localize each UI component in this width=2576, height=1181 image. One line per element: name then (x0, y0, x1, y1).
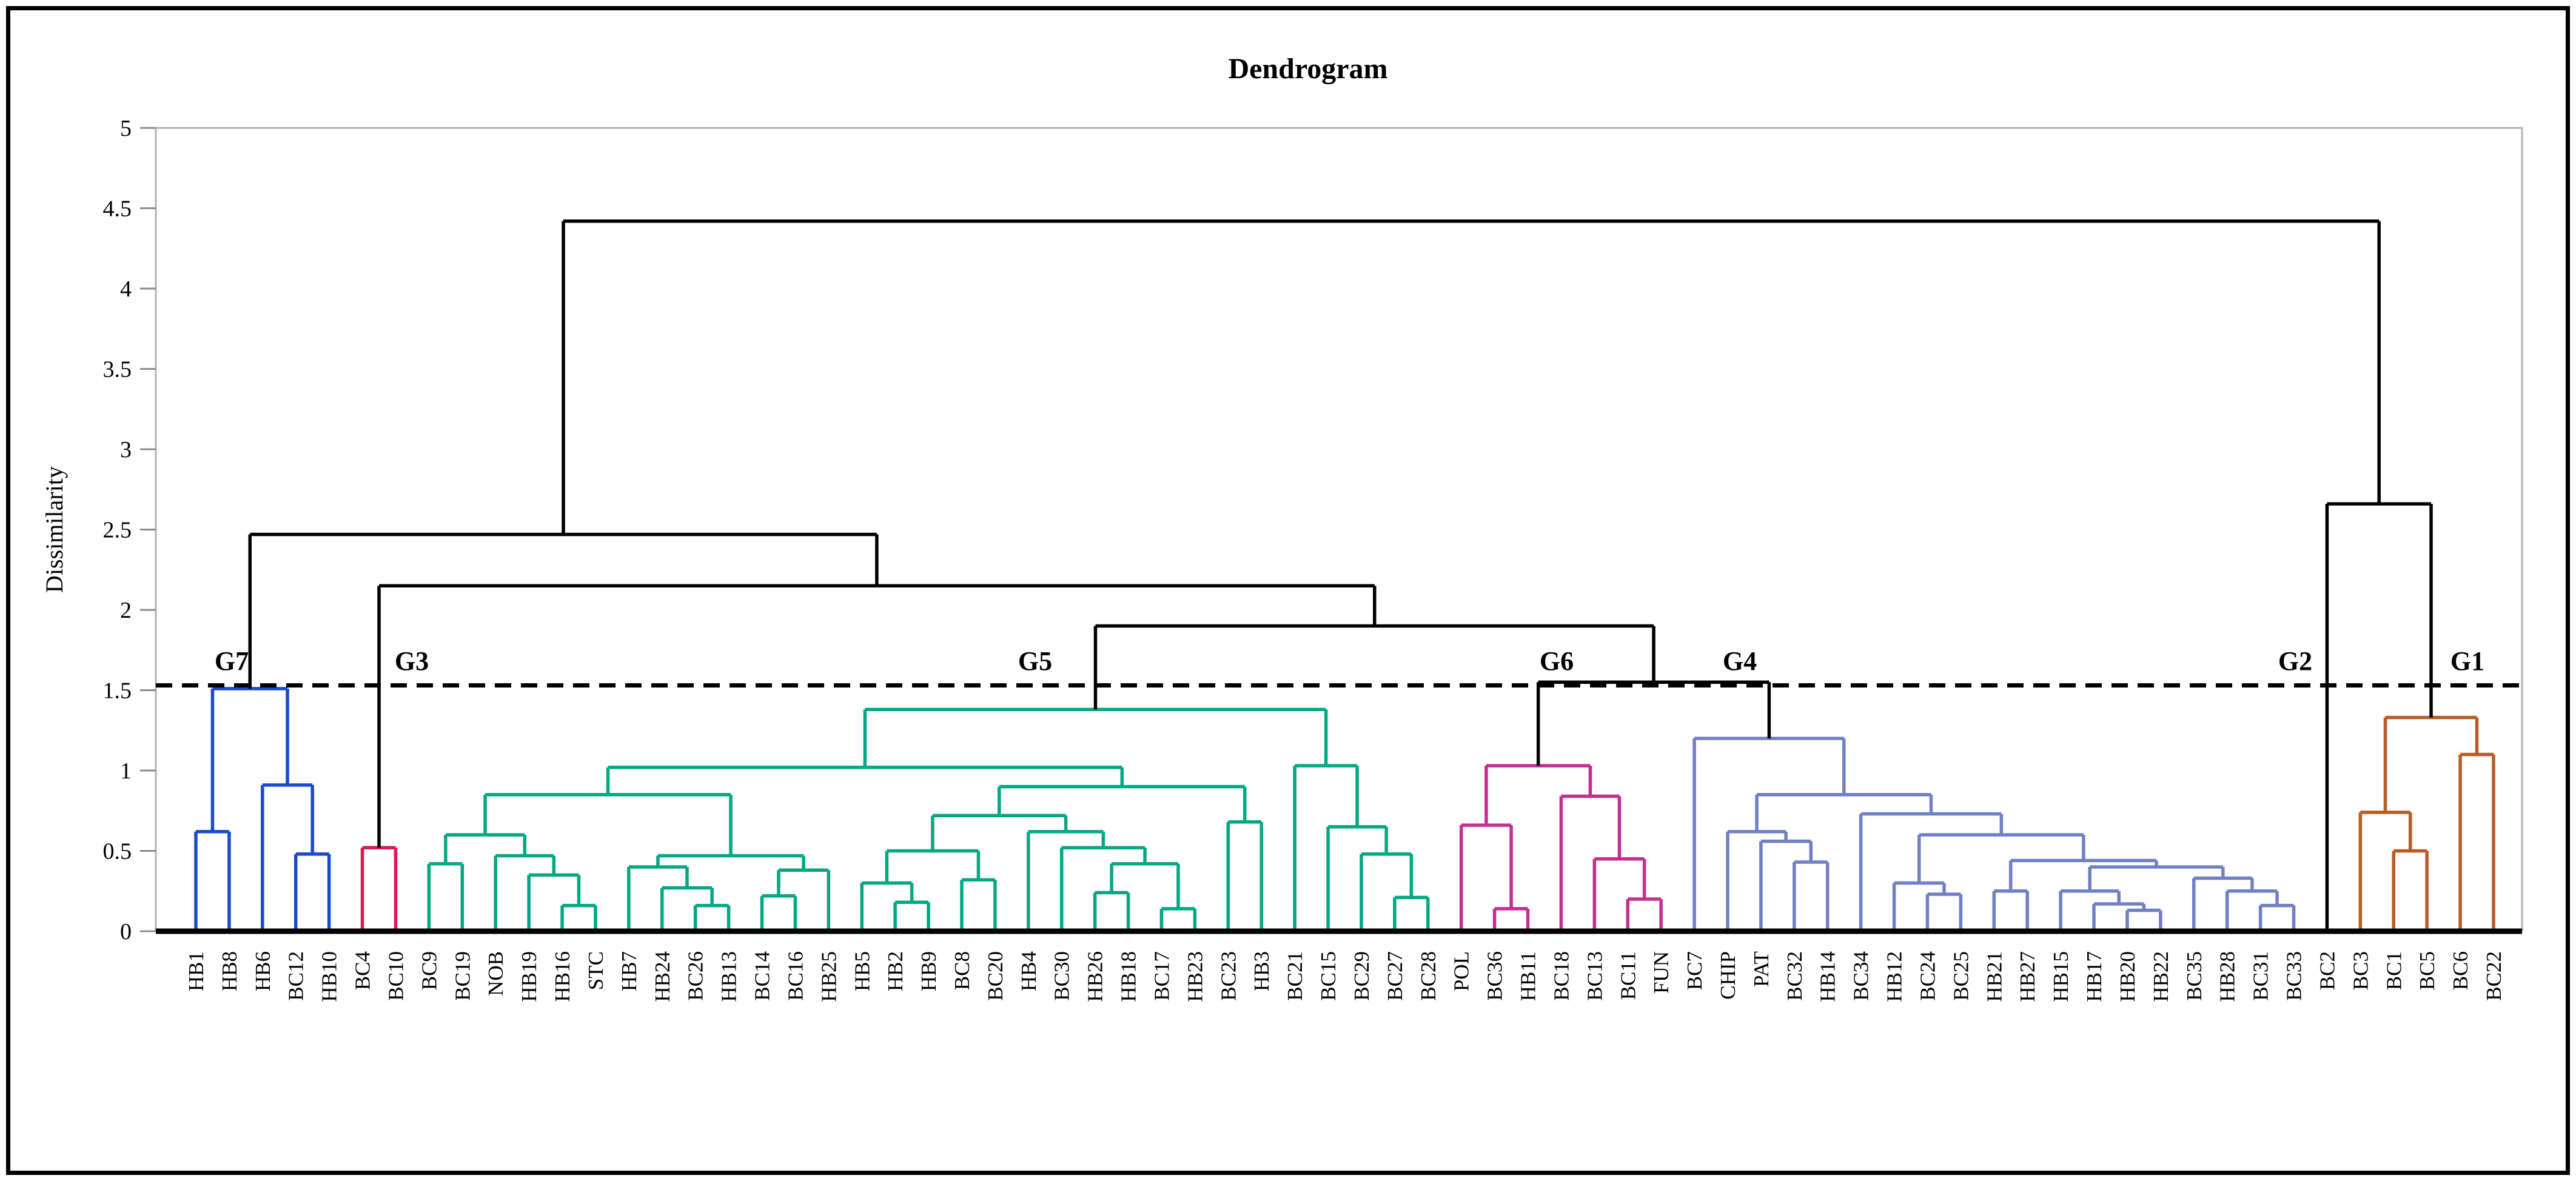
y-axis-title: Dissimilarity (41, 466, 68, 593)
leaf-label: BC12 (284, 951, 308, 1001)
leaf-label: BC33 (2283, 951, 2306, 1001)
plot-frame (155, 127, 2523, 932)
leaf-label: BC1 (2382, 951, 2406, 990)
leaf-label: BC17 (1150, 951, 1173, 1001)
y-tick-label: 3.5 (103, 357, 132, 383)
group-label-g5: G5 (1018, 646, 1052, 676)
leaf-label: BC34 (1850, 951, 1873, 1001)
y-tick-label: 4 (120, 276, 132, 302)
leaf-label: HB19 (517, 951, 541, 1002)
leaf-label: HB8 (218, 951, 241, 991)
leaf-label: BC3 (2349, 951, 2372, 990)
leaf-label: HB16 (551, 951, 574, 1002)
leaf-label: BC8 (950, 951, 974, 990)
leaf-label: HB27 (2016, 951, 2039, 1002)
leaf-label: BC4 (351, 951, 375, 990)
leaf-label: HB23 (1183, 951, 1207, 1002)
leaf-label: HB26 (1084, 951, 1107, 1002)
y-tick-label: 1 (120, 758, 132, 784)
dendrogram-chart: 5 4.5 4 3.5 3 2.5 2 1.5 1 0.5 0 Dissimilarity Dendro… (41, 53, 2523, 1002)
leaf-label: HB5 (850, 951, 874, 991)
leaf-label: STC (584, 951, 608, 990)
leaf-label: HB9 (917, 951, 941, 991)
leaf-label: HB1 (184, 951, 208, 991)
leaf-label: BC29 (1350, 951, 1374, 1001)
y-tick-label: 2 (120, 598, 132, 623)
leaf-label: BC2 (2315, 951, 2339, 990)
group-label-g4: G4 (1723, 646, 1757, 676)
leaf-label: HB3 (1250, 951, 1273, 991)
figure-border: 5 4.5 4 3.5 3 2.5 2 1.5 1 0.5 0 Dissimilarity Dendro… (6, 6, 2570, 1175)
leaf-label: PAT (1749, 951, 1773, 987)
leaf-label: BC24 (1916, 951, 1939, 1001)
group-label-g2: G2 (2278, 646, 2312, 676)
y-tick-label: 0 (120, 919, 132, 945)
leaf-label: BC22 (2482, 951, 2506, 1001)
y-tick-label: 3 (120, 437, 132, 463)
leaf-label: HB24 (651, 951, 674, 1002)
leaf-label: POL (1450, 951, 1474, 991)
leaf-label: HB21 (1982, 951, 2006, 1002)
group-label-g3: G3 (395, 646, 429, 676)
leaf-label: BC35 (2182, 951, 2206, 1001)
leaf-label: HB7 (617, 951, 641, 991)
leaf-label: BC20 (984, 951, 1007, 1001)
leaf-label: BC6 (2449, 951, 2472, 990)
leaf-label: HB28 (2216, 951, 2239, 1002)
y-tick-label: 2.5 (103, 518, 132, 543)
leaf-label: BC5 (2415, 951, 2439, 990)
leaf-label: BC23 (1216, 951, 1240, 1001)
leaf-label: HB25 (817, 951, 840, 1002)
y-tick-label: 1.5 (103, 678, 132, 704)
leaf-label: HB4 (1017, 951, 1041, 991)
chart-title: Dendrogram (1228, 53, 1387, 85)
leaf-label: BC26 (684, 951, 708, 1001)
leaf-label: CHIP (1716, 951, 1740, 1000)
leaf-label: HB20 (2116, 951, 2139, 1002)
leaf-label: BC10 (384, 951, 408, 1001)
y-tick-label: 0.5 (103, 839, 132, 865)
leaf-label: FUN (1649, 951, 1673, 994)
leaf-label: BC27 (1383, 951, 1407, 1001)
leaf-label: BC15 (1317, 951, 1340, 1001)
group-label-g1: G1 (2450, 646, 2484, 676)
leaf-label: HB2 (884, 951, 907, 991)
leaf-label: BC16 (783, 951, 807, 1001)
leaf-label: HB17 (2082, 951, 2106, 1002)
leaf-label: BC31 (2249, 951, 2273, 1001)
leaf-label: HB6 (251, 951, 275, 991)
leaf-label: BC25 (1949, 951, 1973, 1001)
leaf-label: HB10 (318, 951, 341, 1002)
leaf-label: BC19 (451, 951, 474, 1001)
leaf-label: BC14 (751, 951, 774, 1001)
leaf-label: HB15 (2049, 951, 2073, 1002)
leaf-label: BC21 (1283, 951, 1307, 1001)
leaf-label: HB12 (1883, 951, 1907, 1002)
leaf-label: BC28 (1417, 951, 1440, 1001)
leaf-label: HB22 (2149, 951, 2173, 1002)
leaf-label: BC11 (1616, 951, 1640, 1000)
leaf-label: NOB (484, 951, 508, 996)
leaf-label: HB11 (1517, 951, 1540, 1001)
group-label-g7: G7 (215, 646, 249, 676)
leaf-label: BC36 (1483, 951, 1507, 1001)
leaf-label: HB13 (717, 951, 741, 1002)
leaf-label: HB18 (1117, 951, 1141, 1002)
leaf-label: BC18 (1549, 951, 1573, 1001)
leaf-label: BC32 (1783, 951, 1806, 1001)
group-label-g6: G6 (1540, 646, 1574, 676)
leaf-label: BC30 (1050, 951, 1074, 1001)
leaf-label: BC7 (1683, 951, 1706, 990)
leaf-label: BC9 (417, 951, 441, 990)
leaf-label: HB14 (1816, 951, 1840, 1002)
leaf-label: BC13 (1583, 951, 1606, 1001)
y-tick-label: 4.5 (103, 196, 132, 222)
y-tick-label: 5 (120, 116, 132, 141)
